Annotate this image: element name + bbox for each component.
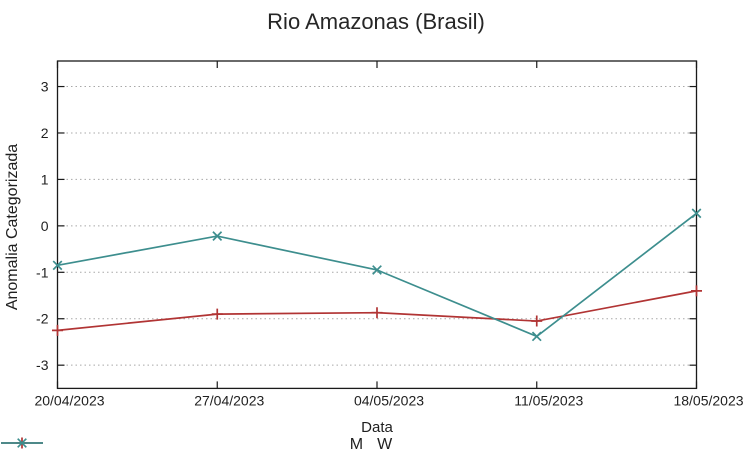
x-tick-label: 27/04/2023 — [194, 392, 264, 408]
y-tick-label: 0 — [41, 218, 49, 234]
legend-marker-W — [17, 438, 27, 448]
series-M-marker-plus — [371, 307, 383, 319]
chart-title: Rio Amazonas (Brasil) — [267, 9, 485, 34]
y-tick-label: 2 — [41, 125, 49, 141]
series-W-marker-cross — [691, 208, 702, 219]
legend-entry-M: M — [1, 436, 364, 454]
series-W-marker-cross — [372, 265, 382, 275]
series-M-marker-plus — [211, 308, 223, 320]
series-W-marker-cross — [212, 231, 223, 241]
y-tick-label: 1 — [41, 171, 49, 187]
series-M-marker-plus — [531, 315, 543, 327]
x-axis-label: Data — [361, 419, 393, 436]
series-W-marker-cross — [52, 260, 63, 271]
series-M-marker-plus — [691, 285, 702, 297]
series-W-marker-cross — [531, 331, 542, 342]
y-axis-label: Anomalia Categorizada — [4, 143, 21, 311]
series-M-marker-plus — [52, 324, 63, 336]
legend-label-W: W — [377, 436, 393, 453]
plot-border — [56, 60, 698, 390]
y-tick-label: 3 — [41, 79, 49, 95]
x-tick-label: 04/05/2023 — [354, 392, 424, 408]
y-tick-label: -2 — [36, 311, 49, 327]
x-tick-label: 18/05/2023 — [673, 392, 743, 408]
y-tick-label: -3 — [36, 357, 49, 373]
y-tick-label: -1 — [36, 264, 49, 280]
legend-line-sample-W — [1, 438, 43, 448]
x-tick-label: 20/04/2023 — [34, 392, 104, 408]
legend-entry-W: W — [1, 436, 393, 454]
x-tick-label: 11/05/2023 — [514, 392, 583, 408]
legend-label-M: M — [349, 436, 364, 453]
